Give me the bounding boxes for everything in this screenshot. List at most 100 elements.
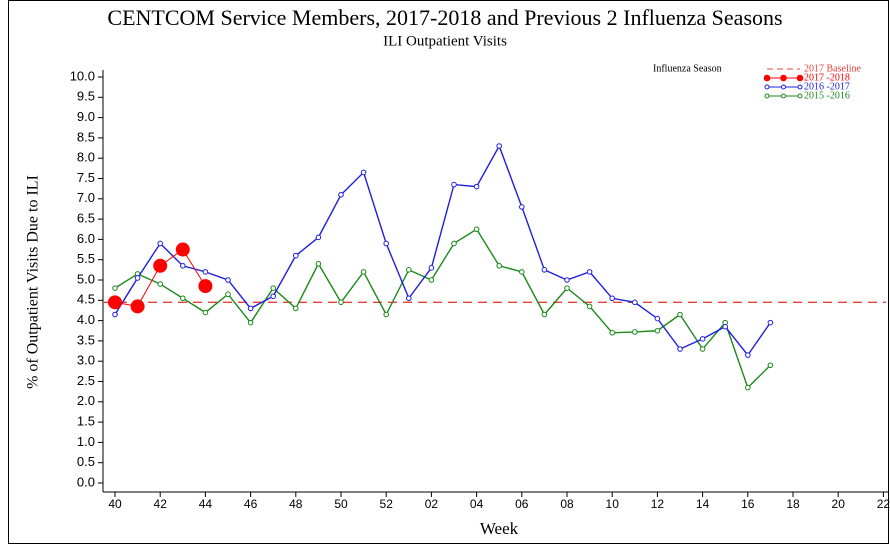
data-point	[767, 362, 774, 369]
data-point	[473, 183, 480, 190]
y-tick-label: 10.0	[70, 68, 95, 83]
data-point	[541, 267, 548, 273]
data-point	[112, 285, 118, 291]
x-tick-label: 20	[832, 497, 846, 511]
y-tick-label: 2.5	[77, 373, 95, 388]
legend-marker	[797, 93, 803, 99]
y-tick-label: 3.0	[77, 353, 95, 368]
data-point	[699, 346, 706, 352]
data-point	[180, 262, 186, 269]
x-tick-label: 48	[289, 497, 303, 511]
y-tick-label: 2.0	[77, 393, 95, 408]
legend-label: 2016 -2017	[804, 81, 850, 92]
y-tick-label: 9.5	[77, 89, 95, 104]
x-tick-label: 40	[108, 497, 122, 511]
y-tick-label: 8.0	[77, 150, 95, 165]
data-point	[428, 265, 435, 271]
series-line	[114, 144, 771, 357]
x-tick-label: 22	[877, 497, 890, 511]
x-tick-label: 16	[741, 497, 755, 511]
x-tick-label: 44	[199, 497, 213, 511]
y-tick-label: 8.5	[77, 129, 95, 144]
data-point	[383, 240, 390, 247]
data-point	[496, 143, 503, 149]
y-tick-label: 4.5	[77, 292, 95, 307]
series-line	[114, 228, 771, 389]
x-tick-label: 06	[515, 497, 529, 511]
x-axis-label: Week	[480, 519, 519, 538]
data-point	[654, 315, 661, 322]
x-tick-label: 42	[154, 497, 168, 511]
data-point	[428, 277, 435, 283]
legend-marker	[764, 84, 770, 90]
data-point	[225, 291, 231, 298]
legend-marker	[797, 84, 803, 90]
x-tick-label: 12	[651, 497, 665, 511]
y-axis-label: % of Outpatient Visits Due to ILI	[25, 175, 42, 389]
data-point	[134, 275, 141, 281]
frame	[8, 0, 889, 544]
data-point	[112, 311, 118, 318]
data-point	[767, 319, 774, 326]
data-point	[564, 285, 570, 291]
data-point	[157, 240, 163, 247]
y-tick-label: 9.0	[77, 109, 95, 124]
y-tick-label: 5.5	[77, 251, 95, 266]
data-point	[722, 323, 729, 330]
data-point	[247, 319, 254, 326]
chart-subtitle: ILI Outpatient Visits	[383, 33, 507, 49]
y-tick-label: 7.0	[77, 190, 95, 205]
data-point	[202, 269, 209, 275]
legend-marker	[764, 93, 770, 99]
legend-marker	[781, 93, 786, 99]
data-point	[180, 295, 186, 302]
data-point	[677, 311, 683, 318]
y-tick-label: 0.0	[77, 474, 95, 489]
y-tick-label: 1.5	[77, 414, 95, 429]
data-point	[609, 295, 616, 302]
data-point	[270, 293, 277, 300]
x-tick-label: 08	[560, 497, 574, 511]
y-tick-label: 6.5	[77, 211, 95, 226]
legend-title: Influenza Season	[653, 63, 722, 74]
data-point	[315, 260, 322, 267]
x-tick-label: 14	[696, 497, 710, 511]
data-point	[198, 279, 213, 294]
data-point	[609, 329, 616, 336]
data-point	[745, 352, 751, 358]
data-point	[677, 346, 683, 352]
y-tick-label: 6.0	[77, 231, 95, 246]
y-tick-label: 3.5	[77, 332, 95, 347]
data-point	[451, 240, 457, 247]
data-point	[247, 305, 254, 312]
data-point	[175, 242, 190, 257]
chart-title: CENTCOM Service Members, 2017-2018 and P…	[107, 5, 782, 30]
x-tick-label: 18	[786, 497, 800, 511]
data-point	[632, 329, 638, 335]
legend-label: 2015 -2016	[804, 90, 850, 101]
data-point	[473, 226, 480, 233]
x-tick-label: 52	[380, 497, 394, 511]
series-line	[114, 248, 206, 307]
data-point	[338, 299, 344, 306]
data-point	[270, 285, 277, 291]
y-tick-label: 5.0	[77, 271, 95, 286]
data-point	[564, 277, 570, 283]
legend-label: 2017 Baseline	[804, 63, 861, 74]
data-point	[519, 204, 525, 210]
data-point	[519, 269, 525, 275]
x-tick-label: 04	[470, 497, 484, 511]
y-tick-label: 0.5	[77, 454, 95, 469]
data-point	[745, 384, 751, 391]
data-point	[496, 262, 503, 269]
data-point	[654, 327, 661, 334]
data-point	[293, 305, 299, 312]
x-tick-label: 02	[425, 497, 439, 511]
data-point	[406, 295, 412, 302]
data-point	[451, 181, 457, 188]
data-point	[360, 169, 367, 176]
x-tick-label: 46	[244, 497, 258, 511]
data-point	[153, 258, 168, 273]
data-point	[157, 281, 163, 287]
data-point	[293, 252, 299, 259]
